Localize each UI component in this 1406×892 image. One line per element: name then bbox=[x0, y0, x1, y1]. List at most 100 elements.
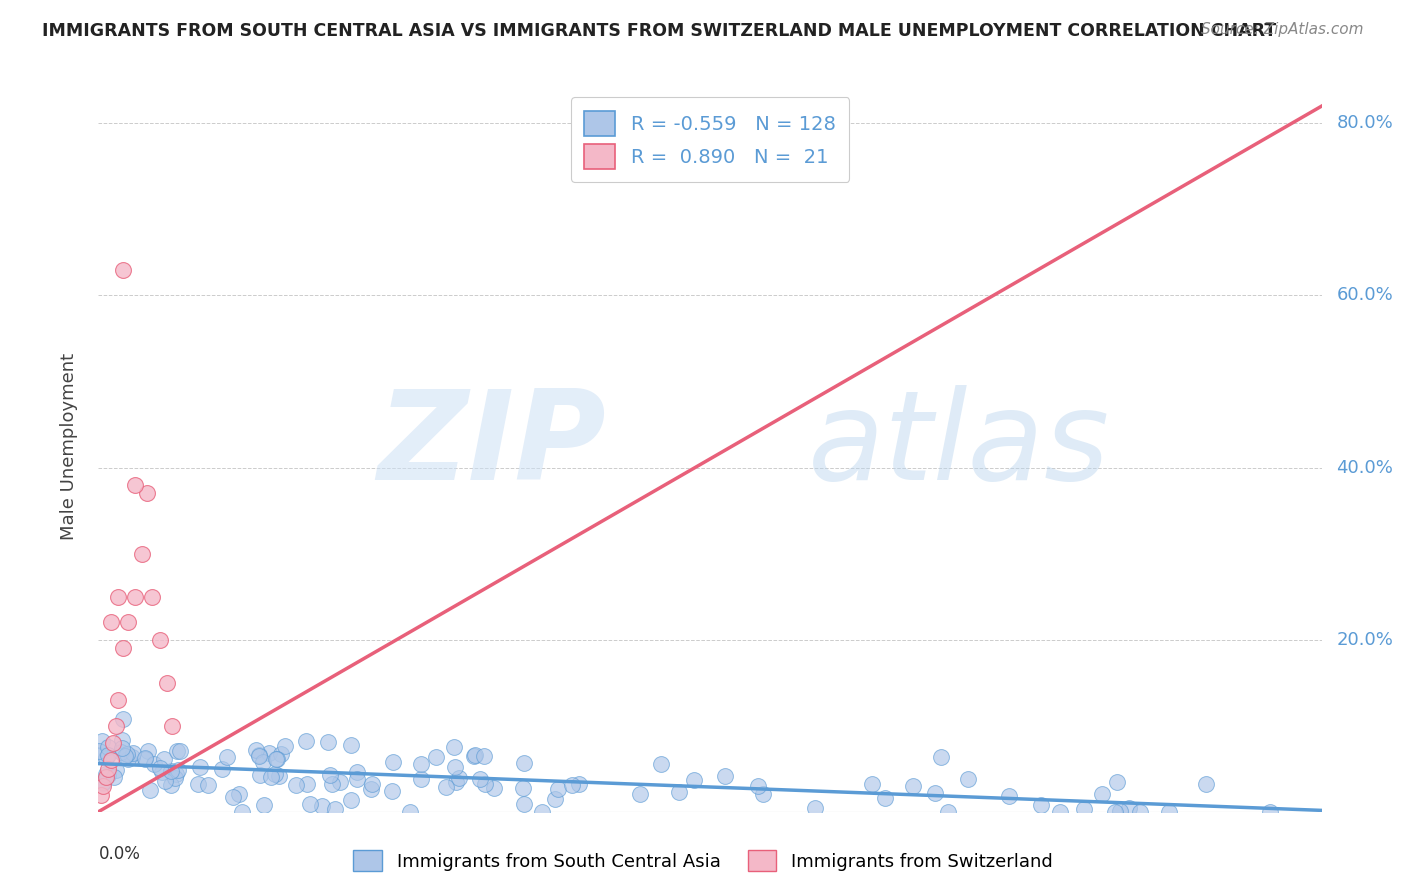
Point bbox=[115, 747, 138, 761]
Text: 20.0%: 20.0% bbox=[1336, 631, 1393, 648]
Point bbox=[100, 615, 122, 630]
Point bbox=[160, 764, 183, 778]
Point bbox=[1104, 805, 1126, 819]
Point bbox=[714, 769, 737, 783]
Point bbox=[228, 787, 250, 801]
Point bbox=[752, 787, 775, 801]
Point bbox=[87, 743, 110, 757]
Legend: Immigrants from South Central Asia, Immigrants from Switzerland: Immigrants from South Central Asia, Immi… bbox=[346, 843, 1060, 879]
Point bbox=[94, 770, 117, 784]
Point bbox=[1091, 788, 1114, 802]
Point bbox=[382, 756, 405, 770]
Point bbox=[249, 768, 271, 782]
Point bbox=[381, 784, 404, 798]
Point bbox=[325, 802, 347, 816]
Point bbox=[197, 778, 219, 792]
Point bbox=[875, 791, 897, 805]
Point bbox=[104, 719, 127, 733]
Point bbox=[311, 798, 333, 813]
Point bbox=[111, 733, 134, 747]
Point bbox=[111, 712, 134, 726]
Point bbox=[187, 777, 209, 791]
Point bbox=[299, 797, 322, 811]
Point bbox=[399, 805, 422, 819]
Point bbox=[231, 805, 253, 819]
Point bbox=[1073, 802, 1095, 816]
Point bbox=[110, 745, 132, 759]
Point bbox=[512, 781, 534, 796]
Point bbox=[682, 772, 704, 787]
Point bbox=[259, 746, 281, 760]
Point bbox=[100, 753, 122, 767]
Point bbox=[96, 766, 118, 780]
Point bbox=[1129, 805, 1152, 819]
Point bbox=[215, 749, 238, 764]
Point bbox=[117, 752, 139, 766]
Point bbox=[568, 777, 591, 791]
Point bbox=[924, 786, 946, 800]
Point bbox=[468, 772, 491, 786]
Point bbox=[411, 756, 433, 771]
Point bbox=[434, 780, 457, 795]
Point bbox=[103, 770, 125, 784]
Point bbox=[425, 749, 447, 764]
Point bbox=[513, 797, 536, 811]
Point bbox=[264, 752, 287, 766]
Point bbox=[269, 769, 291, 783]
Point bbox=[316, 735, 339, 749]
Point bbox=[160, 778, 183, 792]
Point bbox=[107, 693, 129, 707]
Point bbox=[263, 766, 285, 780]
Point bbox=[97, 747, 120, 762]
Point bbox=[141, 590, 163, 604]
Point bbox=[142, 757, 165, 772]
Point bbox=[319, 768, 342, 782]
Point bbox=[547, 781, 569, 796]
Point bbox=[111, 262, 134, 277]
Point bbox=[444, 760, 467, 774]
Point bbox=[166, 763, 188, 777]
Point bbox=[247, 749, 270, 764]
Point bbox=[97, 768, 120, 782]
Point bbox=[474, 749, 496, 764]
Point bbox=[747, 779, 769, 793]
Point bbox=[321, 777, 343, 791]
Point bbox=[149, 632, 172, 647]
Point bbox=[346, 772, 368, 787]
Point bbox=[1118, 801, 1140, 815]
Point bbox=[90, 733, 112, 747]
Point bbox=[443, 739, 465, 754]
Point bbox=[188, 760, 211, 774]
Point bbox=[270, 747, 292, 761]
Point bbox=[628, 787, 651, 801]
Text: 60.0%: 60.0% bbox=[1336, 286, 1393, 304]
Point bbox=[668, 785, 690, 799]
Point bbox=[169, 744, 191, 758]
Text: 80.0%: 80.0% bbox=[1336, 114, 1393, 132]
Point bbox=[361, 777, 384, 791]
Point bbox=[139, 783, 162, 797]
Point bbox=[166, 744, 188, 758]
Point bbox=[134, 752, 156, 766]
Point bbox=[249, 747, 271, 762]
Point bbox=[544, 792, 567, 806]
Y-axis label: Male Unemployment: Male Unemployment bbox=[59, 352, 77, 540]
Point bbox=[111, 641, 134, 656]
Point bbox=[114, 748, 136, 763]
Point bbox=[409, 772, 432, 786]
Point bbox=[222, 790, 245, 805]
Point bbox=[96, 751, 118, 765]
Point bbox=[931, 750, 953, 764]
Point bbox=[274, 739, 297, 754]
Point bbox=[444, 774, 467, 789]
Point bbox=[124, 477, 146, 491]
Point bbox=[97, 739, 120, 754]
Legend: R = -0.559   N = 128, R =  0.890   N =  21: R = -0.559 N = 128, R = 0.890 N = 21 bbox=[571, 97, 849, 182]
Point bbox=[91, 779, 114, 793]
Point bbox=[266, 752, 288, 766]
Text: 40.0%: 40.0% bbox=[1336, 458, 1393, 476]
Point bbox=[91, 776, 114, 790]
Point bbox=[1157, 805, 1180, 819]
Point bbox=[253, 797, 276, 812]
Point bbox=[1049, 805, 1071, 819]
